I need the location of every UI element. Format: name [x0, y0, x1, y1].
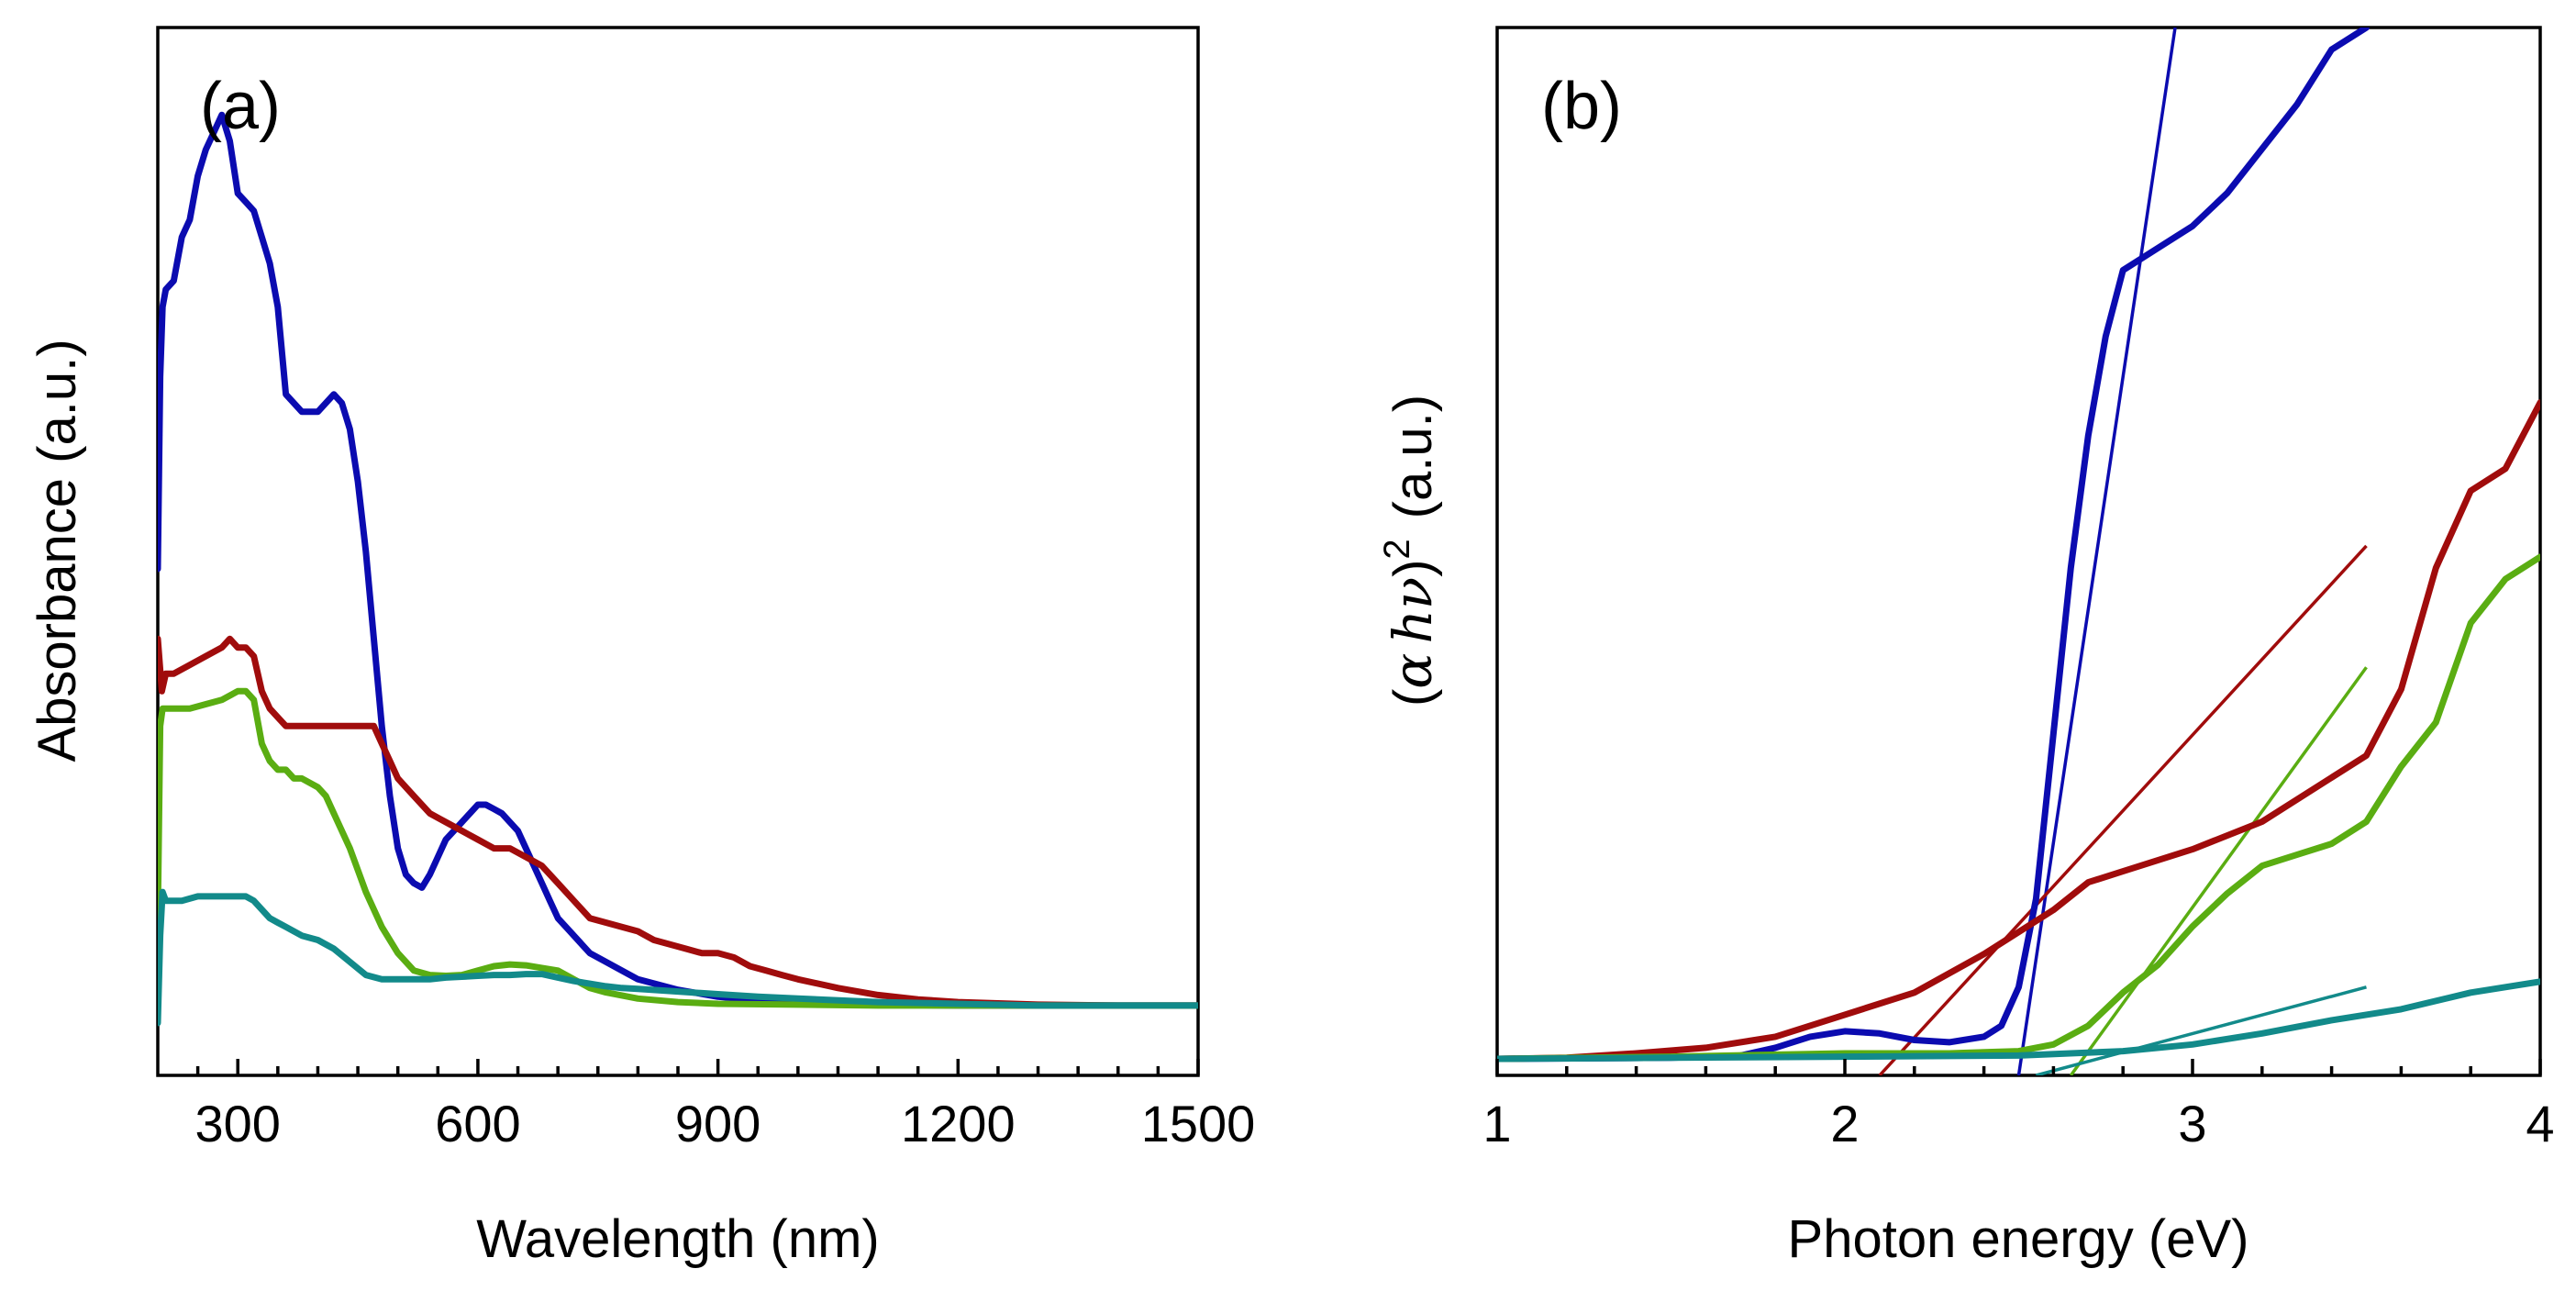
panel-a-red-series [158, 635, 1198, 1009]
panel-a-x-axis-label: Wavelength (nm) [476, 1209, 879, 1269]
panel-a-x-tick-label: 600 [435, 1095, 520, 1152]
panel-a-teal-series [158, 888, 1198, 1027]
panel-a-ticks: 300 600 900 1200 1500 [195, 1059, 1256, 1152]
panel-a-x-tick-label: 900 [675, 1095, 761, 1152]
panel-a-x-tick-label: 300 [195, 1095, 281, 1152]
panel-b-x-tick-label: 4 [2526, 1095, 2554, 1152]
panel-b-frame [1495, 26, 2542, 1077]
panel-b-ticks: 1 2 3 4 [1482, 1059, 2555, 1152]
panel-a-blue-series [158, 111, 1198, 1009]
panel-a-x-tick-label: 1200 [901, 1095, 1016, 1152]
panel-a-frame [156, 26, 1200, 1077]
panel-a-y-axis-label: Absorbance (a.u.) [28, 339, 87, 762]
panel-b-x-tick-label: 1 [1482, 1095, 1511, 1152]
panel-b-blue-fit-line [2016, 28, 2177, 1075]
panel-a-x-tick-label: 1500 [1141, 1095, 1256, 1152]
panel-b-teal-series [1497, 978, 2540, 1063]
panel-b-curves [1497, 28, 2540, 1063]
panel-b-red-series [1497, 399, 2540, 1063]
panel-a-curves [158, 111, 1198, 1027]
panel-b-blue-series [1497, 28, 2370, 1063]
panel-b-x-axis-label: Photon energy (eV) [1788, 1209, 2249, 1269]
panel-a-label: (a) [200, 70, 281, 143]
panel-b-y-axis-label: (αhν)2(a.u.) [1377, 395, 1444, 707]
panel-b-label: (b) [1541, 70, 1622, 143]
panel-b-red-fit-line [1878, 544, 2368, 1075]
panel-b-green-fit-line [2069, 666, 2368, 1075]
panel-a-green-series [158, 687, 1198, 1009]
panel-b-x-tick-label: 2 [1830, 1095, 1859, 1152]
panel-b-fit-lines [1878, 28, 2368, 1075]
panel-b: 1 2 3 4 (b) Photon energy (eV) (αhν)2(a.u.) [1377, 26, 2555, 1269]
panel-b-teal-fit-line [2035, 985, 2367, 1075]
panel-a: 300 600 900 1200 1500 (a) Wavelength (nm) Ab… [28, 26, 1256, 1269]
panel-b-x-tick-label: 3 [2178, 1095, 2206, 1152]
